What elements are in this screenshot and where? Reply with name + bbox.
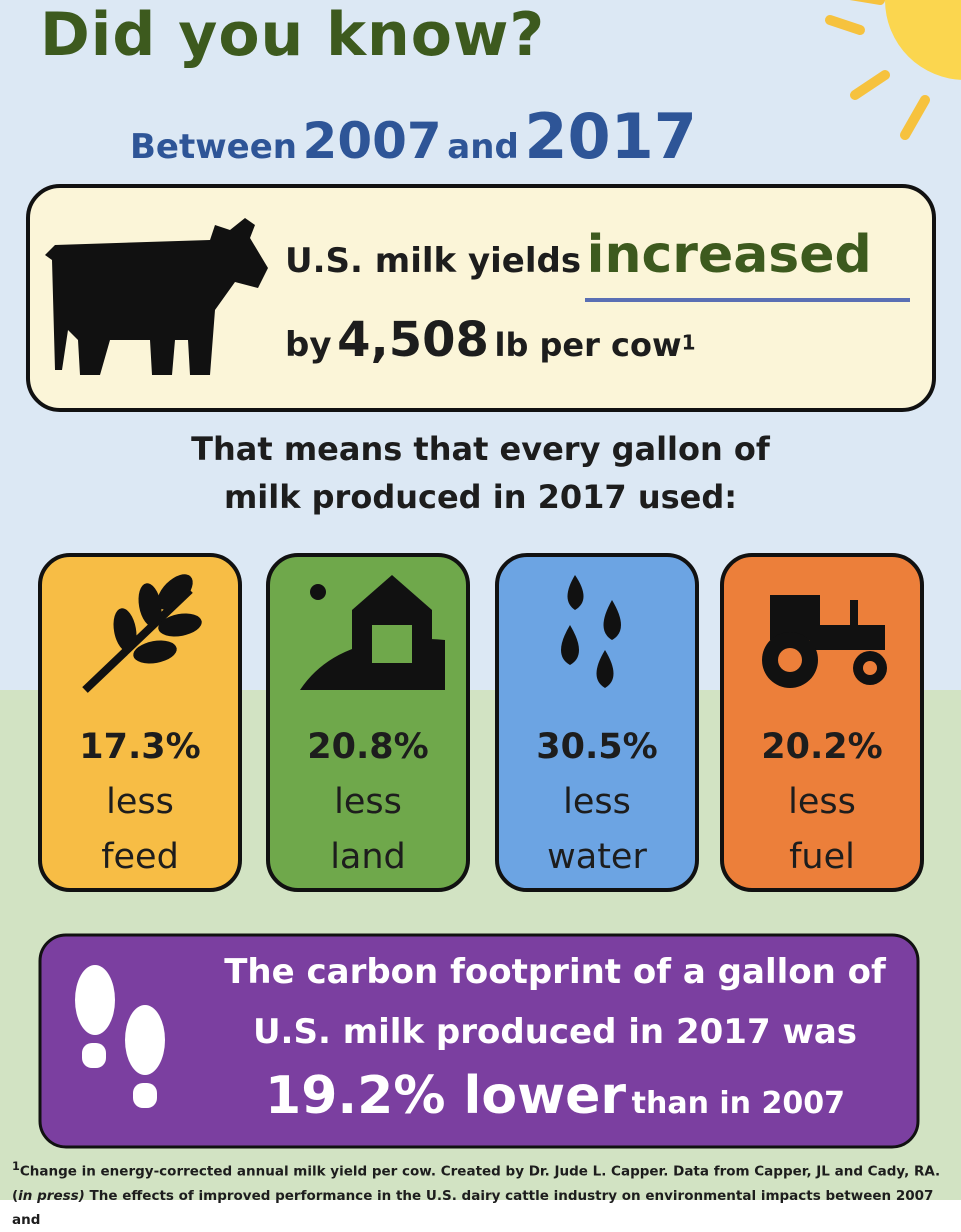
footnote-text: Change in energy-corrected annual milk y… bbox=[12, 1163, 941, 1204]
card-resource: water bbox=[547, 837, 647, 877]
feed-card bbox=[38, 553, 242, 892]
footnote-mark: 1 bbox=[681, 330, 696, 355]
card-text: 30.5% less water bbox=[497, 720, 697, 885]
footnote-italic: in bbox=[18, 1187, 33, 1204]
milk-emphasis: increased bbox=[586, 225, 872, 285]
card-text: 20.2% less fuel bbox=[722, 720, 922, 885]
card-word: less bbox=[563, 782, 631, 822]
footnote-mark: 1 bbox=[12, 1160, 20, 1173]
between: Between bbox=[130, 127, 297, 167]
card-value: 17.3% bbox=[79, 727, 201, 767]
milk-amount: 4,508 bbox=[337, 312, 489, 368]
carbon-line-1: The carbon footprint of a gallon of bbox=[224, 952, 886, 992]
subtitle: Between 2007 and 2017 bbox=[130, 100, 697, 173]
carbon-value: 19.2% lower bbox=[265, 1066, 627, 1126]
background bbox=[0, 0, 961, 1200]
footnote-text: The effects of improved performance in t… bbox=[12, 1187, 934, 1228]
carbon-box bbox=[38, 933, 920, 1149]
milk-unit: lb per cow bbox=[494, 326, 682, 364]
year-start: 2007 bbox=[302, 112, 442, 170]
footprints-icon bbox=[75, 965, 165, 1108]
sun bbox=[825, 0, 961, 140]
water-card bbox=[495, 553, 699, 892]
card-value: 20.8% bbox=[307, 727, 429, 767]
card-word: less bbox=[788, 782, 856, 822]
card-text: 17.3% less feed bbox=[40, 720, 240, 885]
card-word: less bbox=[334, 782, 402, 822]
carbon-tail: than in 2007 bbox=[631, 1086, 845, 1121]
and: and bbox=[447, 127, 519, 167]
cow-icon bbox=[45, 218, 268, 375]
footnote: 1Change in energy-corrected annual milk … bbox=[12, 1155, 952, 1232]
year-end: 2017 bbox=[524, 100, 697, 173]
card-resource: feed bbox=[101, 837, 179, 877]
carbon-line-3: 19.2% lower than in 2007 bbox=[200, 1066, 910, 1126]
footnote-italic: press) bbox=[37, 1187, 85, 1204]
intro-line-1: That means that every gallon of bbox=[191, 430, 770, 468]
tractor-icon bbox=[762, 595, 887, 688]
card-word: less bbox=[106, 782, 174, 822]
card-value: 20.2% bbox=[761, 727, 883, 767]
card-resource: land bbox=[330, 837, 406, 877]
milk-box bbox=[26, 184, 936, 412]
intro-line-2: milk produced in 2017 used: bbox=[223, 478, 738, 516]
milk-by: by bbox=[285, 325, 332, 365]
carbon-line-2: U.S. milk produced in 2017 was bbox=[252, 1012, 858, 1052]
milk-line-2: by 4,508 lb per cow1 bbox=[285, 312, 695, 368]
milk-line-1: U.S. milk yields increased bbox=[285, 225, 872, 285]
card-resource: fuel bbox=[789, 837, 855, 877]
title: Did you know? bbox=[40, 0, 546, 70]
milk-text: U.S. milk yields bbox=[285, 241, 582, 281]
water-icon bbox=[561, 575, 621, 688]
card-text: 20.8% less land bbox=[268, 720, 468, 885]
wheat-icon bbox=[82, 574, 202, 693]
barn-icon bbox=[300, 575, 445, 690]
card-value: 30.5% bbox=[536, 727, 658, 767]
